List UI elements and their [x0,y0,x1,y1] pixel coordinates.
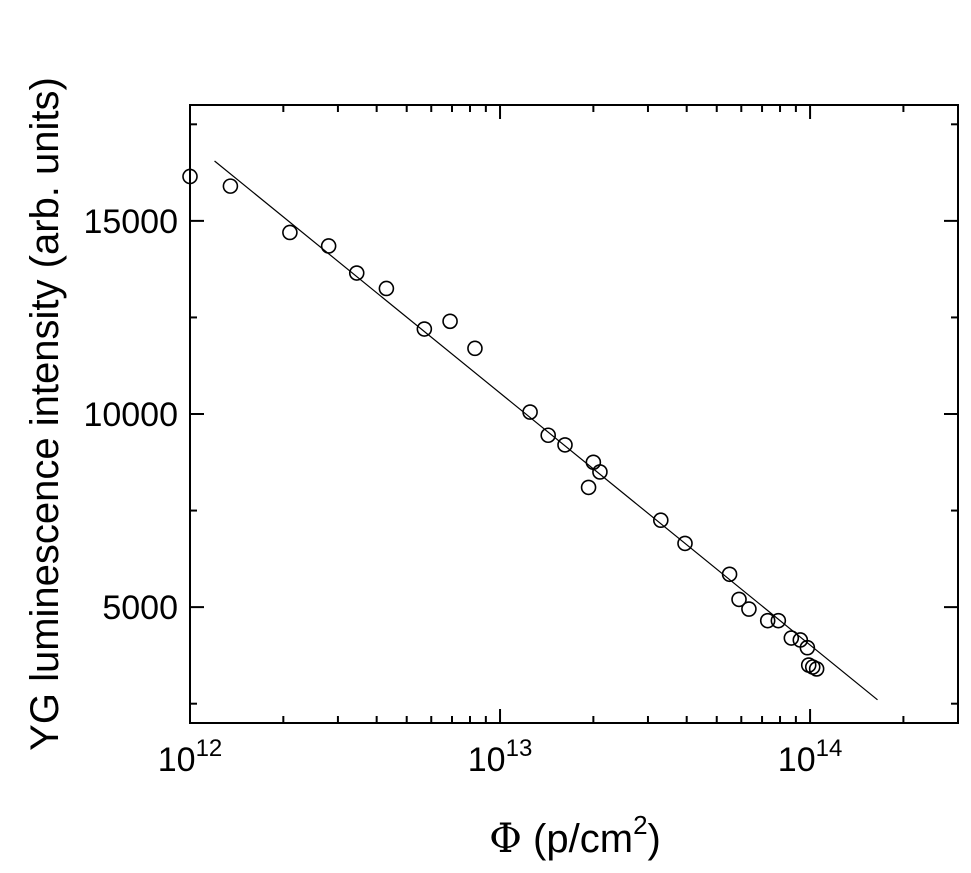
y-tick-label: 15000 [83,203,178,241]
x-axis-unit-end: ) [648,817,661,861]
data-point [282,224,298,241]
x-tick-label: 1013 [468,735,533,779]
data-point [467,340,483,357]
data-point [721,566,738,583]
y-tick-label: 5000 [102,589,178,627]
data-point [592,464,608,480]
y-tick-labels: 5000 10000 15000 [83,203,178,627]
data-point [442,313,458,330]
data-point [222,178,239,194]
data-point [759,612,776,629]
x-tick-label-base: 10 [778,741,816,779]
data-point [557,437,573,453]
data-point [799,639,816,656]
points-layer [182,168,825,677]
x-tick-label: 1012 [158,735,223,779]
x-axis-symbol: Φ [489,816,522,862]
data-point [378,280,395,297]
data-point [580,479,597,496]
x-tick-label-base: 10 [158,741,196,779]
x-tick-labels: 1012 1013 1014 [158,735,843,779]
x-tick-label-exponent: 14 [816,735,843,762]
data-point [808,661,825,677]
data-point [741,601,757,617]
data-point [731,591,747,608]
x-axis-title: Φ (p/cm2) [489,810,661,862]
y-tick-label: 10000 [83,396,178,434]
y-axis-title: YG luminescence intensity (arb. units) [23,77,67,751]
data-point [416,321,433,337]
data-point [770,612,787,629]
fit-line [214,160,878,701]
data-point [783,630,800,646]
x-tick-label-exponent: 12 [196,735,223,762]
data-point [652,512,669,529]
data-point [585,454,602,471]
x-tick-label: 1014 [778,735,843,779]
fit-layer [214,160,878,701]
data-point [677,535,693,552]
x-axis-unit: (p/cm [522,817,633,861]
data-point [320,238,337,254]
data-point [522,404,538,420]
x-tick-label-exponent: 13 [506,735,533,762]
data-point [348,265,365,281]
plot-frame [189,104,959,724]
x-tick-label-base: 10 [468,741,506,779]
ticks-layer [189,105,959,723]
x-axis-unit-sup: 2 [633,810,647,840]
data-point [540,427,556,444]
